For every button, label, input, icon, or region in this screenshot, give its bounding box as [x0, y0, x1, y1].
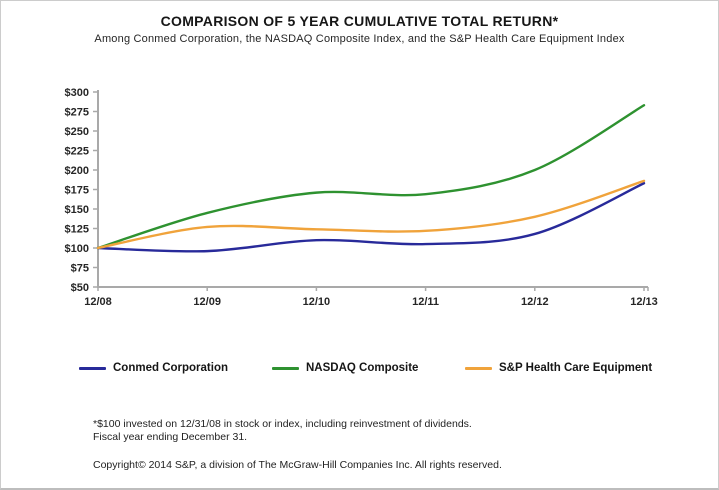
legend-label-sp-health-care: S&P Health Care Equipment: [499, 362, 653, 374]
svg-text:$175: $175: [65, 185, 89, 197]
legend-item-sp-health-care: S&P Health Care Equipment: [465, 360, 652, 376]
svg-text:$225: $225: [65, 146, 89, 158]
svg-text:12/10: 12/10: [303, 296, 331, 308]
chart-subtitle: Among Conmed Corporation, the NASDAQ Com…: [94, 33, 625, 45]
svg-text:$100: $100: [65, 243, 89, 255]
svg-text:$200: $200: [65, 165, 89, 177]
svg-text:$75: $75: [71, 263, 89, 275]
svg-text:12/12: 12/12: [521, 296, 549, 308]
svg-text:$50: $50: [71, 282, 89, 294]
svg-text:$250: $250: [65, 126, 89, 138]
legend-item-conmed: Conmed Corporation: [79, 360, 228, 376]
svg-text:$125: $125: [65, 224, 89, 236]
svg-text:12/09: 12/09: [193, 296, 221, 308]
svg-text:$275: $275: [65, 107, 89, 119]
svg-text:$150: $150: [65, 204, 89, 216]
footnote-invested: *$100 invested on 12/31/08 in stock or i…: [93, 418, 472, 430]
svg-text:12/11: 12/11: [412, 296, 439, 308]
legend-label-conmed: Conmed Corporation: [113, 362, 228, 374]
svg-text:12/13: 12/13: [630, 296, 658, 308]
chart-title: COMPARISON OF 5 YEAR CUMULATIVE TOTAL RE…: [160, 13, 559, 29]
svg-text:$300: $300: [65, 87, 89, 99]
legend-line-swatch: [272, 366, 299, 370]
legend-item-nasdaq: NASDAQ Composite: [272, 360, 418, 376]
footnotes: *$100 invested on 12/31/08 in stock or i…: [93, 418, 698, 472]
copyright-notice: Copyright© 2014 S&P, a division of The M…: [93, 459, 502, 471]
legend-line-swatch: [79, 366, 106, 370]
legend-line-swatch: [465, 366, 492, 370]
svg-text:12/08: 12/08: [84, 296, 112, 308]
legend-label-nasdaq: NASDAQ Composite: [306, 362, 419, 374]
footnote-fiscal-year: Fiscal year ending December 31.: [93, 431, 248, 443]
